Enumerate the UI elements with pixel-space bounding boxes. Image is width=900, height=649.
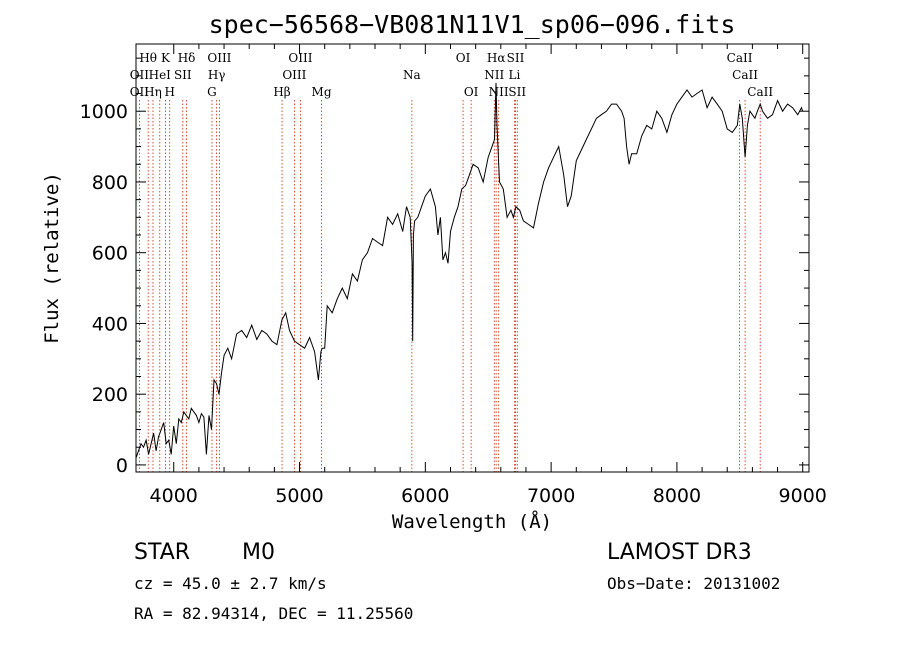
line-marker-label: OI <box>464 85 479 99</box>
line-marker-label: OII <box>130 85 150 99</box>
redshift-value: cz = 45.0 ± 2.7 km/s <box>134 574 327 593</box>
line-marker-label: SII <box>174 68 192 82</box>
line-marker-label: Li <box>508 68 520 82</box>
line-marker-label: Hα <box>487 51 506 65</box>
emission-line-markers <box>138 100 761 472</box>
line-marker-label: CaII <box>747 85 773 99</box>
line-marker-label: SII <box>507 51 525 65</box>
line-marker-label: Hγ <box>208 68 226 82</box>
line-marker-label: Hη <box>144 85 162 99</box>
y-tick-label: 400 <box>92 313 128 335</box>
line-marker-label: OIII <box>288 51 312 65</box>
line-marker-label: HeI <box>149 68 172 82</box>
line-marker-label: Hθ <box>139 51 157 65</box>
line-marker-label: OII <box>130 68 150 82</box>
y-tick-label: 200 <box>92 384 128 406</box>
y-axis-label: Flux (relative) <box>41 172 63 344</box>
line-marker-label: Hδ <box>178 51 196 65</box>
line-marker-label: OI <box>456 51 471 65</box>
line-marker-label: SII <box>508 85 526 99</box>
x-tick-label: 7000 <box>527 485 575 507</box>
subclass: M0 <box>242 540 275 565</box>
y-tick-label: 800 <box>92 172 128 194</box>
y-axis-ticks: 0 200 400 600 800 1000 <box>80 57 809 477</box>
line-marker-label: H <box>164 85 174 99</box>
chart-title: spec−56568−VB081N11V1_sp06−096.fits <box>209 10 736 39</box>
x-tick-label: 9000 <box>779 485 827 507</box>
line-marker-label: Hβ <box>273 85 290 99</box>
line-marker-label: OIII <box>207 51 231 65</box>
spectrum-line <box>135 82 804 459</box>
line-marker-label: OIII <box>282 68 306 82</box>
x-tick-label: 6000 <box>401 485 449 507</box>
y-tick-label: 1000 <box>80 101 128 123</box>
emission-line-labels: HθOIIOIIHeIHηKHSIIHδGOIIIHγHβOIIIOIIIMgN… <box>130 51 774 99</box>
line-marker-label: G <box>207 85 217 99</box>
coordinates: RA = 82.94314, DEC = 11.25560 <box>134 604 414 623</box>
x-tick-label: 4000 <box>150 485 198 507</box>
object-class: STAR <box>134 540 191 565</box>
x-tick-label: 8000 <box>653 485 701 507</box>
y-tick-label: 600 <box>92 243 128 265</box>
observation-date: Obs−Date: 20131002 <box>607 574 781 593</box>
y-tick-label: 0 <box>116 455 128 477</box>
line-marker-label: NII <box>484 68 504 82</box>
line-marker-label: Na <box>403 68 421 82</box>
line-marker-label: CaII <box>727 51 753 65</box>
line-marker-label: K <box>161 51 171 65</box>
plot-frame <box>135 43 810 473</box>
x-axis-label: Wavelength (Å) <box>392 510 552 533</box>
line-marker-label: CaII <box>732 68 758 82</box>
x-tick-label: 5000 <box>275 485 323 507</box>
line-marker-label: NII <box>489 85 509 99</box>
line-marker-label: Mg <box>312 85 332 99</box>
survey-name: LAMOST DR3 <box>607 540 752 565</box>
x-axis-ticks: 4000 5000 6000 7000 8000 9000 <box>150 44 827 507</box>
